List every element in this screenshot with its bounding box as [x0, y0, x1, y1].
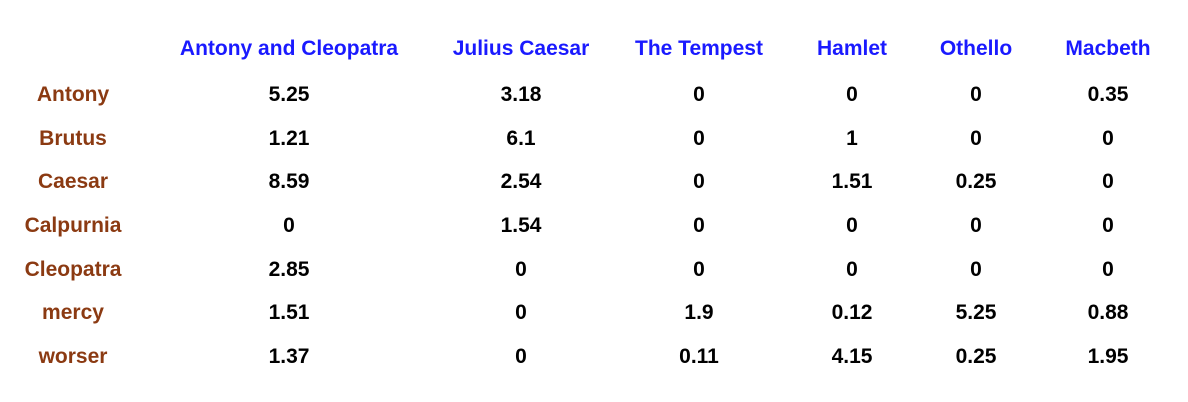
- table-cell: 0: [1102, 258, 1114, 281]
- table-cell: 0: [970, 214, 982, 237]
- row-label-brutus: Brutus: [39, 127, 107, 150]
- table-cell: 0.12: [831, 301, 873, 324]
- table-cell: 0: [693, 258, 705, 281]
- table-cell: 1.51: [268, 301, 310, 324]
- table-cell: 0.11: [679, 345, 719, 368]
- table-cell: 0: [1102, 127, 1114, 150]
- table-cell: 1.54: [500, 214, 542, 237]
- column-header-antony-and-cleopatra: Antony and Cleopatra: [179, 37, 399, 60]
- column-header-julius-caesar: Julius Caesar: [452, 37, 590, 60]
- table-cell: 2.54: [500, 170, 542, 193]
- row-label-calpurnia: Calpurnia: [24, 214, 122, 237]
- table-cell: 8.59: [268, 170, 310, 193]
- table-cell: 0.88: [1087, 301, 1129, 324]
- table-cell: 0: [1102, 170, 1114, 193]
- table-cell: 1.21: [268, 127, 310, 150]
- row-label-cleopatra: Cleopatra: [24, 258, 122, 281]
- table-cell: 0: [693, 214, 705, 237]
- table-cell: 0.25: [955, 170, 997, 193]
- row-label-worser: worser: [38, 345, 108, 368]
- table-cell: 0: [515, 345, 527, 368]
- table-cell: 5.25: [955, 301, 997, 324]
- table-cell: 0: [970, 258, 982, 281]
- row-label-mercy: mercy: [42, 301, 104, 324]
- column-header-the-tempest: The Tempest: [635, 37, 763, 60]
- table-cell: 0: [693, 170, 705, 193]
- table-cell: 3.18: [500, 83, 542, 106]
- table-cell: 0.35: [1087, 83, 1129, 106]
- table-cell: 0: [1102, 214, 1114, 237]
- table-cell: 5.25: [268, 83, 310, 106]
- table-cell: 0: [515, 301, 527, 324]
- table-cell: 1: [846, 127, 858, 150]
- table-cell: 1.51: [831, 170, 873, 193]
- table-cell: 1.9: [684, 301, 714, 324]
- table-cell: 0: [970, 127, 982, 150]
- table-cell: 1.95: [1087, 345, 1129, 368]
- column-header-macbeth: Macbeth: [1065, 37, 1151, 60]
- table-cell: 0: [283, 214, 295, 237]
- column-header-hamlet: Hamlet: [816, 37, 888, 60]
- table-cell: 0.25: [955, 345, 997, 368]
- table-cell: 0: [693, 127, 705, 150]
- row-label-antony: Antony: [36, 83, 110, 106]
- table-cell: 6.1: [506, 127, 536, 150]
- table-cell: 1.37: [268, 345, 310, 368]
- row-label-caesar: Caesar: [37, 170, 109, 193]
- table-cell: 2.85: [268, 258, 310, 281]
- table-cell: 0: [693, 83, 705, 106]
- table-cell: 4.15: [831, 345, 873, 368]
- table-cell: 0: [970, 83, 982, 106]
- column-header-othello: Othello: [939, 37, 1013, 60]
- table-cell: 0: [515, 258, 527, 281]
- table-cell: 0: [846, 258, 858, 281]
- table-cell: 0: [846, 214, 858, 237]
- table-cell: 0: [846, 83, 858, 106]
